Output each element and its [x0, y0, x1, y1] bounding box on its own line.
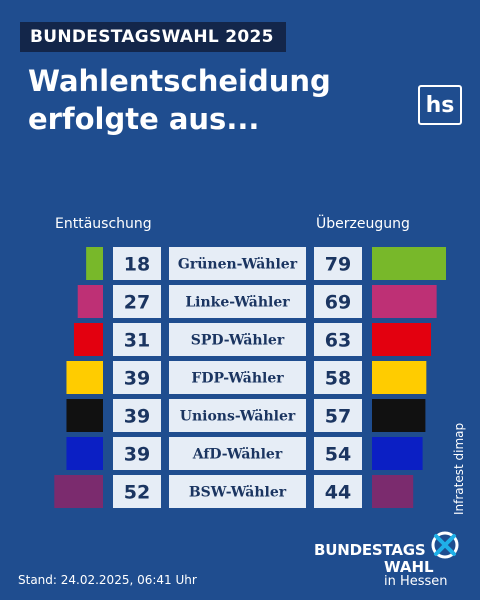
bar-ueberzeugung: [372, 361, 427, 394]
category-label: Unions-Wähler: [180, 409, 296, 425]
ballot-cross-icon: [431, 531, 459, 559]
category-box: [169, 323, 306, 356]
value-box-ueberzeugung: [314, 285, 362, 318]
value-box-enttaeuschung: [113, 247, 161, 280]
value-enttaeuschung: 31: [124, 330, 150, 352]
category-box: [169, 361, 306, 394]
value-enttaeuschung: 39: [124, 368, 150, 390]
bar-ueberzeugung: [372, 475, 414, 508]
value-ueberzeugung: 57: [325, 406, 351, 428]
bar-ueberzeugung: [372, 399, 426, 432]
category-label: SPD-Wähler: [191, 333, 285, 349]
value-ueberzeugung: 69: [325, 292, 351, 314]
timestamp: Stand: 24.02.2025, 06:41 Uhr: [18, 573, 197, 587]
value-box-enttaeuschung: [113, 399, 161, 432]
value-box-enttaeuschung: [113, 437, 161, 470]
value-box-enttaeuschung: [113, 361, 161, 394]
bar-enttaeuschung: [73, 323, 103, 356]
title-line-2: erfolgte aus...: [28, 102, 260, 136]
title-line-1: Wahlentscheidung: [28, 64, 331, 98]
value-ueberzeugung: 79: [325, 254, 351, 276]
bar-enttaeuschung: [66, 361, 103, 394]
value-ueberzeugung: 44: [325, 482, 351, 504]
logo-text-line3: in Hessen: [384, 574, 448, 589]
value-box-ueberzeugung: [314, 399, 362, 432]
bar-ueberzeugung: [372, 437, 423, 470]
value-enttaeuschung: 39: [124, 444, 150, 466]
source-label: Infratest dimap: [452, 422, 466, 515]
category-label: Linke-Wähler: [185, 295, 290, 311]
value-ueberzeugung: 54: [325, 444, 351, 466]
value-box-ueberzeugung: [314, 475, 362, 508]
value-enttaeuschung: 18: [124, 254, 150, 276]
election-badge: BUNDESTAGSWAHL 2025: [20, 22, 286, 52]
bar-enttaeuschung: [77, 285, 103, 318]
category-box: [169, 399, 306, 432]
bar-enttaeuschung: [66, 437, 103, 470]
value-ueberzeugung: 63: [325, 330, 351, 352]
category-label: AfD-Wähler: [192, 447, 283, 463]
value-box-enttaeuschung: [113, 285, 161, 318]
value-enttaeuschung: 39: [124, 406, 150, 428]
value-box-enttaeuschung: [113, 323, 161, 356]
value-enttaeuschung: 27: [124, 292, 150, 314]
value-ueberzeugung: 58: [325, 368, 351, 390]
bar-ueberzeugung: [372, 285, 437, 318]
left-series-label: Enttäuschung: [55, 216, 152, 232]
value-box-ueberzeugung: [314, 361, 362, 394]
category-label: FDP-Wähler: [191, 371, 284, 387]
bundestagswahl-hessen-logo: BUNDESTAGS WAHL in Hessen: [312, 528, 472, 590]
value-box-ueberzeugung: [314, 323, 362, 356]
value-enttaeuschung: 52: [124, 482, 150, 504]
page-title: Wahlentscheidung erfolgte aus...: [28, 62, 388, 138]
category-box: [169, 285, 306, 318]
logo-text-line1: BUNDESTAGS: [314, 541, 426, 559]
bar-ueberzeugung: [372, 247, 446, 280]
bar-enttaeuschung: [66, 399, 103, 432]
category-label: Grünen-Wähler: [178, 257, 298, 273]
category-box: [169, 247, 306, 280]
category-box: [169, 475, 306, 508]
value-box-ueberzeugung: [314, 437, 362, 470]
bar-enttaeuschung: [54, 475, 103, 508]
hs-logo: hs: [418, 85, 462, 125]
value-box-enttaeuschung: [113, 475, 161, 508]
bar-ueberzeugung: [372, 323, 432, 356]
bar-enttaeuschung: [86, 247, 103, 280]
value-box-ueberzeugung: [314, 247, 362, 280]
category-box: [169, 437, 306, 470]
logo-text-line2: WAHL: [384, 558, 434, 576]
category-label: BSW-Wähler: [189, 485, 287, 501]
right-series-label: Überzeugung: [316, 214, 410, 232]
